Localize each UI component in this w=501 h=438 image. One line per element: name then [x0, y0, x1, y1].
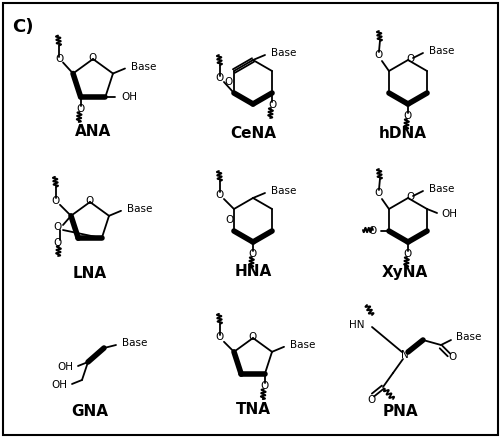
Text: O: O — [86, 196, 94, 206]
Text: C): C) — [12, 18, 34, 36]
Text: Base: Base — [122, 338, 147, 348]
Text: OH: OH — [51, 380, 67, 390]
Text: Base: Base — [131, 61, 156, 71]
Text: TNA: TNA — [235, 403, 271, 417]
Text: O: O — [77, 104, 85, 114]
Text: Base: Base — [429, 46, 454, 56]
Text: GNA: GNA — [72, 405, 109, 420]
Text: Base: Base — [429, 184, 454, 194]
Text: XyNA: XyNA — [382, 265, 428, 279]
Text: O: O — [261, 381, 269, 391]
Text: O: O — [404, 111, 412, 121]
Text: LNA: LNA — [73, 266, 107, 282]
Text: O: O — [407, 54, 415, 64]
Text: O: O — [404, 249, 412, 259]
Text: O: O — [216, 190, 224, 200]
Text: CeNA: CeNA — [230, 127, 276, 141]
Text: O: O — [216, 73, 224, 83]
Text: O: O — [225, 77, 233, 87]
Text: O: O — [249, 332, 257, 342]
Text: O: O — [375, 50, 383, 60]
Text: ANA: ANA — [75, 124, 111, 139]
Text: OH: OH — [121, 92, 137, 102]
Text: O: O — [449, 352, 457, 362]
Text: O: O — [369, 226, 377, 236]
Text: O: O — [216, 332, 224, 342]
Text: O: O — [375, 188, 383, 198]
Text: PNA: PNA — [382, 405, 418, 420]
Text: Base: Base — [271, 186, 297, 196]
Text: O: O — [249, 249, 257, 259]
Text: HNA: HNA — [234, 265, 272, 279]
Text: HN: HN — [350, 320, 365, 330]
Text: O: O — [54, 238, 62, 248]
Text: O: O — [54, 222, 62, 232]
Text: O: O — [268, 100, 276, 110]
Text: O: O — [52, 196, 60, 206]
Text: O: O — [407, 192, 415, 202]
Text: O: O — [55, 53, 63, 64]
Text: hDNA: hDNA — [379, 127, 427, 141]
Text: O: O — [89, 53, 97, 63]
Text: N: N — [401, 350, 409, 360]
Text: Base: Base — [127, 204, 152, 214]
Text: Base: Base — [290, 340, 316, 350]
Text: O: O — [226, 215, 234, 225]
Text: OH: OH — [441, 209, 457, 219]
Text: Base: Base — [271, 48, 297, 58]
Text: O: O — [368, 395, 376, 405]
Text: OH: OH — [57, 362, 73, 372]
Text: Base: Base — [456, 332, 481, 342]
